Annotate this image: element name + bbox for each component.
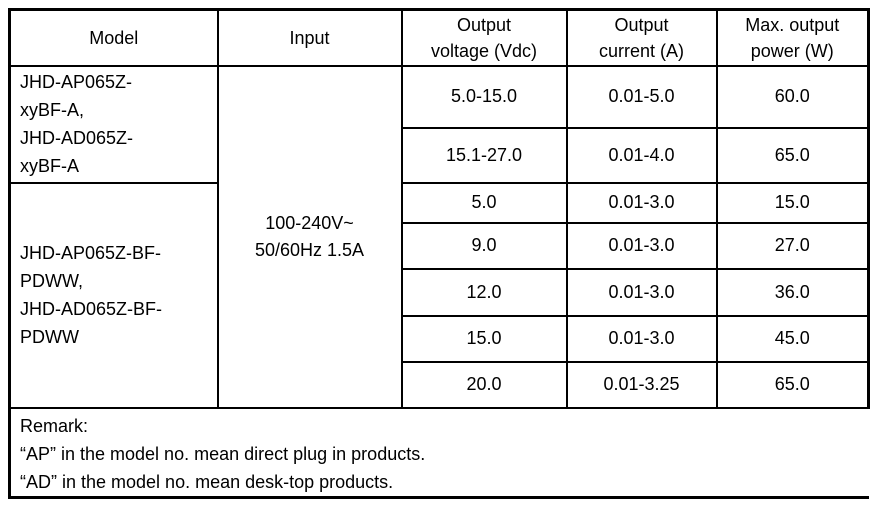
header-output-current: Output current (A) [565, 8, 718, 67]
voltage-cell: 15.0 [400, 314, 568, 363]
voltage-cell: 12.0 [400, 267, 568, 317]
input-cell: 100-240V~ 50/60Hz 1.5A [216, 64, 403, 409]
model-cell-group-2: JHD-AP065Z-BF- PDWW, JHD-AD065Z-BF- PDWW [8, 181, 219, 409]
current-cell: 0.01-3.25 [565, 360, 718, 409]
power-cell: 27.0 [715, 221, 870, 270]
current-cell: 0.01-3.0 [565, 314, 718, 363]
model-cell-group-1: JHD-AP065Z- xyBF-A, JHD-AD065Z- xyBF-A [8, 64, 219, 184]
voltage-cell: 5.0-15.0 [400, 64, 568, 129]
table-row: 20.0 0.01-3.25 65.0 [10, 360, 870, 409]
voltage-cell: 20.0 [400, 360, 568, 409]
table-row: 9.0 0.01-3.0 27.0 [10, 221, 870, 270]
voltage-cell: 15.1-27.0 [400, 126, 568, 184]
voltage-cell: 9.0 [400, 221, 568, 270]
remark-line: “AP” in the model no. mean direct plug i… [20, 443, 426, 464]
voltage-cell: 5.0 [400, 181, 568, 224]
table-row: 15.0 0.01-3.0 45.0 [10, 314, 870, 363]
table-row: JHD-AP065Z- xyBF-A, JHD-AD065Z- xyBF-A 1… [8, 64, 870, 409]
remark-title: Remark: [20, 415, 89, 436]
remark-row: Remark: “AP” in the model no. mean direc… [8, 406, 869, 499]
remark-line: “AD” in the model no. mean desk-top prod… [20, 471, 394, 492]
current-cell: 0.01-4.0 [565, 126, 718, 184]
power-cell: 65.0 [715, 360, 870, 409]
remark-cell: Remark: “AP” in the model no. mean direc… [8, 406, 869, 499]
power-cell: 45.0 [715, 314, 870, 363]
table-row: JHD-AP065Z-BF- PDWW, JHD-AD065Z-BF- PDWW… [8, 181, 870, 409]
power-cell: 60.0 [715, 64, 870, 129]
current-cell: 0.01-3.0 [565, 221, 718, 270]
header-output-voltage: Output voltage (Vdc) [400, 8, 568, 67]
header-input: Input [216, 8, 403, 67]
spec-table: Model Input Output voltage (Vdc) Output … [8, 8, 870, 499]
table-row: 12.0 0.01-3.0 36.0 [10, 267, 870, 317]
current-cell: 0.01-5.0 [565, 64, 718, 129]
power-cell: 36.0 [715, 267, 870, 317]
table-row: 15.1-27.0 0.01-4.0 65.0 [10, 126, 870, 184]
header-row: Model Input Output voltage (Vdc) Output … [8, 8, 870, 67]
current-cell: 0.01-3.0 [565, 181, 718, 224]
power-cell: 65.0 [715, 126, 870, 184]
current-cell: 0.01-3.0 [565, 267, 718, 317]
header-max-output-power: Max. output power (W) [715, 8, 870, 67]
header-model: Model [8, 8, 219, 67]
power-cell: 15.0 [715, 181, 870, 224]
